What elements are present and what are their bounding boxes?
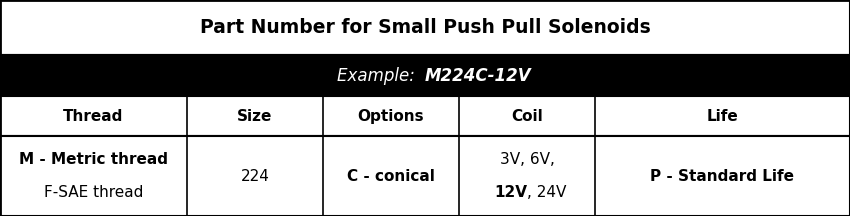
Text: Life: Life [706,109,739,124]
Bar [0,55,850,96]
Text: Example:: Example: [337,67,425,85]
Text: Thread: Thread [63,109,124,124]
Bar [0,96,850,136]
Text: Options: Options [358,109,424,124]
Text: M - Metric thread: M - Metric thread [19,152,168,167]
Bar [0,0,850,55]
Bar [0,136,850,216]
Text: M224C-12V: M224C-12V [425,67,531,85]
Text: Size: Size [237,109,273,124]
Text: Part Number for Small Push Pull Solenoids: Part Number for Small Push Pull Solenoid… [200,18,650,37]
Text: 3V, 6V,: 3V, 6V, [500,152,554,167]
Text: C - conical: C - conical [347,168,435,184]
Text: P - Standard Life: P - Standard Life [650,168,795,184]
Text: 12V: 12V [494,185,527,200]
Text: 224: 224 [241,168,269,184]
Text: Coil: Coil [511,109,543,124]
Text: , 24V: , 24V [527,185,566,200]
Text: F-SAE thread: F-SAE thread [44,185,143,200]
